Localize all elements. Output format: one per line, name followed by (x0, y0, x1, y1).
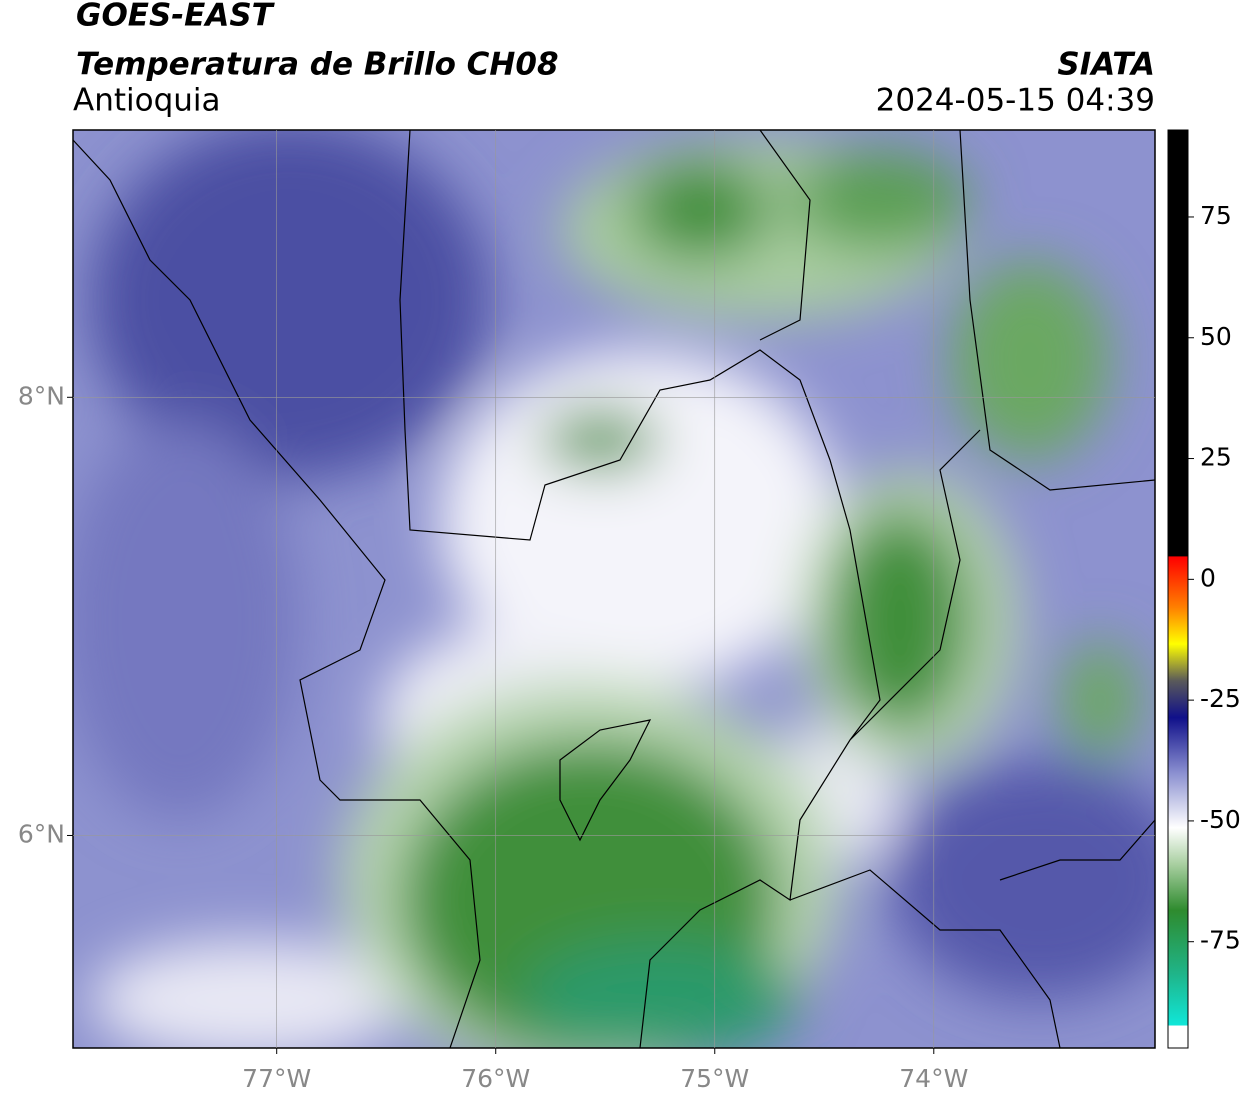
colorbar-tick-label: 50 (1200, 322, 1232, 351)
colorbar-tick-label: 75 (1200, 201, 1232, 230)
x-tick-label: 77°W (242, 1064, 311, 1093)
datetime: 2024-05-15 04:39 (876, 83, 1155, 119)
colorbar-tick-label: -75 (1200, 926, 1241, 955)
satellite-field (73, 130, 1155, 1048)
source: SIATA (1057, 47, 1155, 83)
x-tick-label: 76°W (461, 1064, 530, 1093)
colorbar-tick-label: -50 (1200, 805, 1241, 834)
region: Antioquia (73, 83, 221, 119)
colorbar-tick-label: 0 (1200, 563, 1216, 592)
subtitle: Temperatura de Brillo CH08 (76, 47, 559, 83)
x-tick-label: 75°W (680, 1064, 749, 1093)
colorbar-tick-label: 25 (1200, 443, 1232, 472)
boundaries (73, 130, 1155, 1048)
map-frame (72, 129, 1156, 1049)
x-tick-label: 74°W (899, 1064, 968, 1093)
colorbar (1167, 129, 1189, 1049)
y-tick-label: 8°N (18, 381, 65, 410)
y-tick-label: 6°N (18, 819, 65, 848)
colorbar-tick-label: -25 (1200, 684, 1241, 713)
title: GOES-EAST (76, 0, 276, 34)
